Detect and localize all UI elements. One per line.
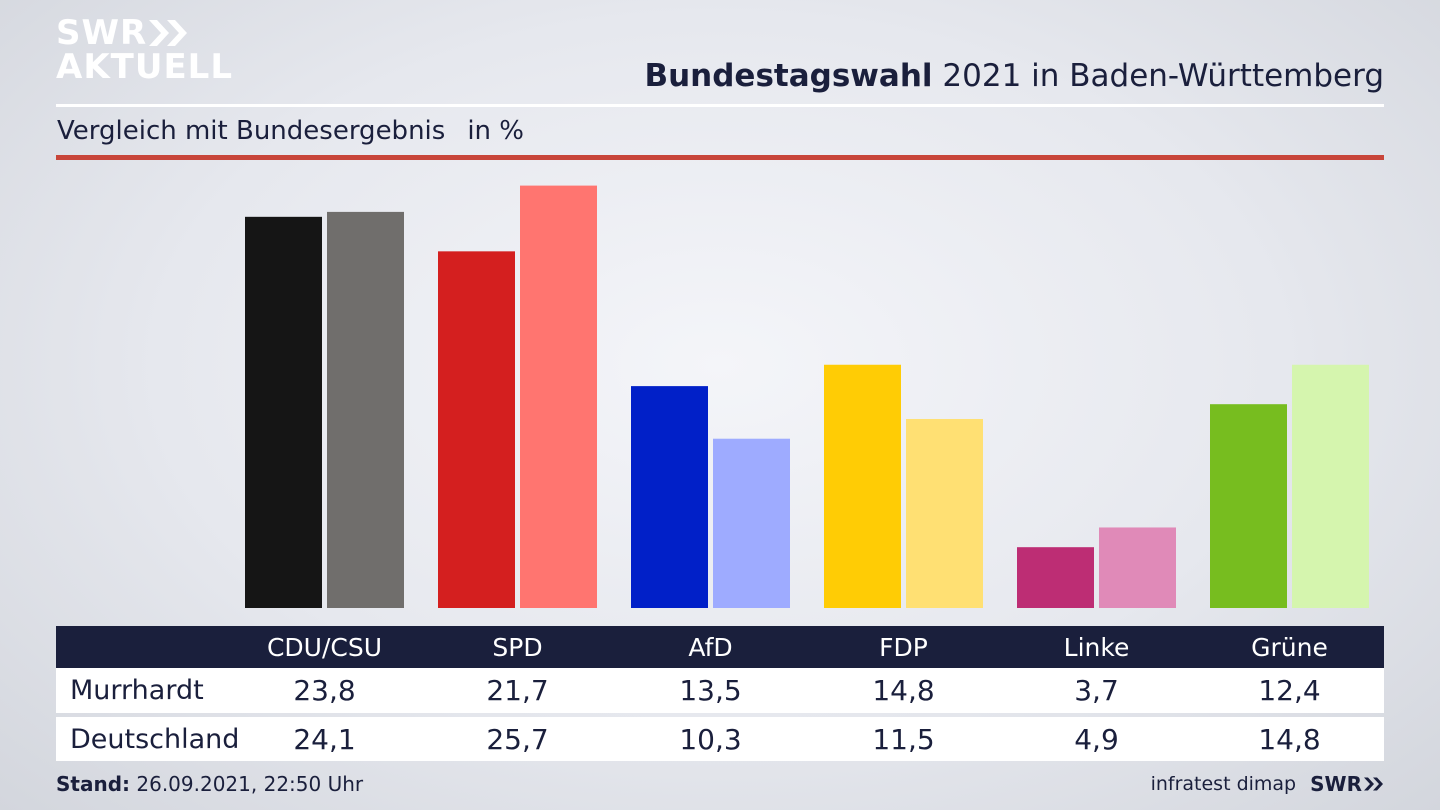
- swr-aktuell-logo: SWR AKTUELL: [56, 16, 233, 84]
- value-gr-ne-murrhardt: 12,4: [1258, 674, 1321, 707]
- bar-linke-murrhardt: [1017, 547, 1094, 608]
- column-header-fdp: FDP: [879, 632, 928, 662]
- subtitle-unit: in %: [467, 116, 524, 146]
- value-gr-ne-deutschland: 14,8: [1258, 722, 1321, 756]
- value-linke-murrhardt: 3,7: [1074, 674, 1119, 707]
- column-header-gr-ne: Grüne: [1251, 632, 1328, 662]
- bar-fdp-murrhardt: [824, 364, 901, 608]
- table-header: CDU/CSU SPD AfD FDP Linke Grüne: [56, 626, 1384, 668]
- footer-brand-text: SWR: [1310, 772, 1362, 796]
- double-chevron-icon: [1364, 777, 1383, 791]
- header-divider: [56, 104, 1384, 107]
- table-row-murrhardt: Murrhardt 23,8 21,7 13,5 14,8 3,7 12,4: [56, 668, 1384, 713]
- title-bold: Bundestagswahl: [644, 58, 933, 94]
- footer-brand: SWR: [1310, 772, 1384, 796]
- value-cdu-csu-murrhardt: 23,8: [293, 674, 356, 707]
- row-label-murrhardt: Murrhardt: [70, 675, 204, 706]
- timestamp: Stand: 26.09.2021, 22:50 Uhr: [56, 772, 363, 796]
- table-row-deutschland: Deutschland 24,1 25,7 10,3 11,5 4,9 14,8: [56, 717, 1384, 761]
- subtitle: Vergleich mit Bundesergebnis in %: [57, 116, 524, 146]
- bar-gr-ne-murrhardt: [1210, 404, 1287, 608]
- bar-fdp-deutschland: [906, 418, 983, 608]
- subtitle-divider: [56, 155, 1384, 160]
- value-afd-murrhardt: 13,5: [679, 674, 742, 707]
- value-fdp-murrhardt: 14,8: [872, 674, 935, 707]
- subtitle-text: Vergleich mit Bundesergebnis: [57, 116, 446, 146]
- title-rest: 2021 in Baden-Württemberg: [932, 58, 1384, 94]
- value-linke-deutschland: 4,9: [1074, 722, 1119, 756]
- row-label-deutschland: Deutschland: [70, 723, 240, 755]
- bar-afd-deutschland: [713, 438, 790, 608]
- column-header-spd: SPD: [492, 632, 543, 662]
- stand-label: Stand:: [56, 772, 131, 796]
- bar-afd-murrhardt: [631, 386, 708, 608]
- column-header-linke: Linke: [1063, 632, 1130, 662]
- bar-linke-deutschland: [1099, 527, 1176, 608]
- stand-value: 26.09.2021, 22:50 Uhr: [130, 772, 364, 796]
- value-cdu-csu-deutschland: 24,1: [293, 722, 356, 756]
- results-table: CDU/CSU SPD AfD FDP Linke Grüne Murrhardt 23,…: [56, 626, 1384, 761]
- logo-line1: SWR: [56, 13, 148, 53]
- double-chevron-icon: [149, 20, 188, 46]
- source-text: infratest dimap: [1150, 773, 1297, 795]
- value-afd-deutschland: 10,3: [679, 722, 742, 756]
- value-fdp-deutschland: 11,5: [872, 722, 935, 756]
- bar-gr-ne-deutschland: [1292, 364, 1369, 608]
- value-spd-murrhardt: 21,7: [486, 674, 549, 707]
- logo-line2: AKTUELL: [56, 47, 234, 87]
- column-header-afd: AfD: [688, 632, 733, 662]
- column-header-cdu-csu: CDU/CSU: [266, 632, 383, 662]
- page-title: Bundestagswahl 2021 in Baden-Württemberg: [644, 58, 1384, 94]
- source-credit: infratest dimap SWR: [1151, 772, 1384, 796]
- bar-cdu-csu-murrhardt: [245, 216, 322, 609]
- value-spd-deutschland: 25,7: [486, 722, 549, 756]
- bar-cdu-csu-deutschland: [327, 211, 404, 609]
- bar-spd-murrhardt: [438, 251, 515, 609]
- bar-spd-deutschland: [520, 185, 597, 608]
